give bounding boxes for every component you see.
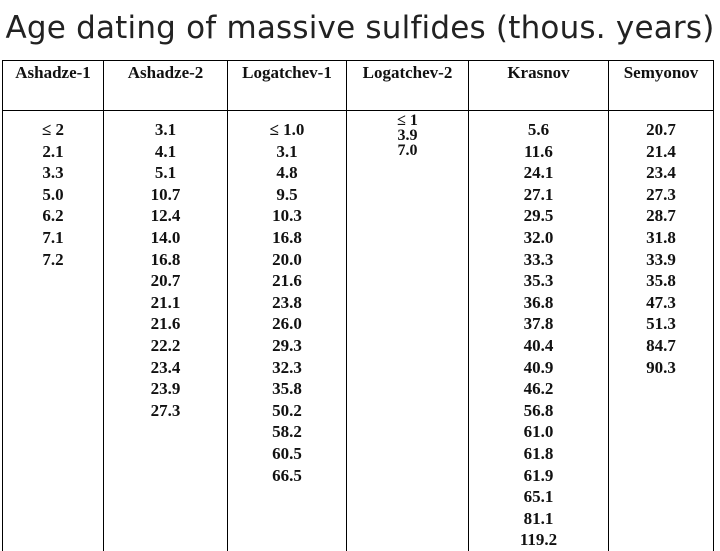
table-cell: 23.9 (150, 379, 181, 399)
table-cell: 7.2 (42, 249, 64, 269)
column-header: Logatchev-2 (346, 60, 469, 111)
column-values: 3.1 4.1 5.1 10.7 12.4 14.0 16.8 20.7 21.1 21.6 22.… (103, 110, 228, 551)
table-cell: 37.8 (523, 314, 554, 334)
table-cell: 61.8 (523, 443, 554, 463)
table-cell: 22.2 (150, 335, 181, 355)
column-values: ≤ 1 3.9 7.0 (346, 110, 469, 551)
table-cell: 21.1 (150, 292, 181, 312)
table-cell: 20.0 (272, 249, 302, 269)
table-cell: 66.5 (272, 465, 302, 485)
table-cell: 29.3 (272, 335, 302, 355)
table-cell: 21.6 (150, 314, 181, 334)
table-cell: 29.5 (523, 206, 554, 226)
column-header: Ashadze-1 (2, 60, 104, 111)
column-header: Logatchev-1 (227, 60, 347, 111)
table-cell: 40.9 (523, 357, 554, 377)
table-cell: 40.4 (523, 335, 554, 355)
table-cell: 5.1 (154, 163, 177, 183)
table-cell: 27.3 (646, 184, 676, 204)
table-cell: 35.8 (272, 379, 302, 399)
table-cell: 51.3 (646, 314, 676, 334)
slide-title: Age dating of massive sulfides (thous. y… (5, 10, 715, 46)
table-cell: 24.1 (523, 163, 554, 183)
table-cell: 84.7 (646, 335, 676, 355)
table-cell: 35.3 (523, 271, 554, 291)
table-cell: 61.0 (523, 422, 554, 442)
table-cell: 16.8 (150, 249, 181, 269)
table-cell: 11.6 (524, 141, 553, 161)
table-cell: 33.9 (646, 249, 676, 269)
age-table: Ashadze-1 Ashadze-2 Logatchev-1 Logatchev-2… (2, 60, 714, 551)
table-cell: 46.2 (523, 379, 554, 399)
table-cell: 14.0 (150, 227, 181, 247)
table-cell: 119.2 (519, 530, 558, 550)
table-cell: 36.8 (523, 292, 554, 312)
table-cell: 6.2 (42, 206, 64, 226)
table-cell: 10.7 (150, 184, 181, 204)
table-cell: 3.3 (42, 163, 64, 183)
table-cell: 7.0 (397, 142, 418, 159)
table-cell: ≤ 1.0 (269, 120, 305, 139)
table-cell: 2.1 (42, 141, 64, 161)
table-cell: 21.6 (272, 271, 302, 291)
column-values: 20.7 21.4 23.4 27.3 28.7 31.8 33.9 35.8 47.3 51.3… (608, 110, 714, 551)
table-cell: 32.3 (272, 357, 302, 377)
table-cell: 7.1 (42, 227, 64, 247)
column-values: 5.6 11.6 24.1 27.1 29.5 32.0 33.3 35.3 36.8 37.8 4… (468, 110, 609, 551)
table-cell: 4.1 (154, 141, 177, 161)
table-cell: 50.2 (272, 400, 302, 420)
table-cell: 16.8 (272, 227, 302, 247)
table-cell: 26.0 (272, 314, 302, 334)
table-cell: 23.4 (646, 163, 676, 183)
table-cell: 3.1 (276, 141, 298, 161)
column-header: Krasnov (468, 60, 609, 111)
table-cell: ≤ 2 (41, 120, 65, 139)
table-cell: 90.3 (646, 357, 676, 377)
table-cell: 65.1 (523, 487, 554, 507)
table-cell: 23.8 (272, 292, 302, 312)
table-cell: ≤ 1 (397, 112, 418, 129)
table-cell: 47.3 (646, 292, 676, 312)
table-cell: 33.3 (523, 249, 554, 269)
column-values: ≤ 1.0 3.1 4.8 9.5 10.3 16.8 20.0 21.6 23.8 26.0 29… (227, 110, 347, 551)
table-cell: 9.5 (276, 184, 298, 204)
table-cell: 31.8 (646, 227, 676, 247)
table-cell: 3.9 (397, 127, 418, 144)
table-cell: 27.3 (150, 400, 181, 420)
table-cell: 56.8 (523, 400, 554, 420)
table-cell: 5.6 (527, 120, 550, 139)
table-cell: 32.0 (523, 227, 554, 247)
table-cell: 35.8 (646, 271, 676, 291)
table-cell: 20.7 (646, 120, 676, 139)
table-cell: 28.7 (646, 206, 676, 226)
column-header: Ashadze-2 (103, 60, 228, 111)
table-cell: 20.7 (150, 271, 181, 291)
table-cell: 58.2 (272, 422, 302, 442)
table-cell: 5.0 (42, 184, 64, 204)
table-cell: 60.5 (272, 443, 302, 463)
column-header: Semyonov (608, 60, 714, 111)
table-cell: 12.4 (150, 206, 181, 226)
table-cell: 10.3 (272, 206, 302, 226)
table-cell: 4.8 (276, 163, 298, 183)
table-cell: 3.1 (154, 120, 177, 139)
table-cell: 61.9 (523, 465, 554, 485)
table-cell: 21.4 (646, 141, 676, 161)
table-cell: 23.4 (150, 357, 181, 377)
table-cell: 27.1 (523, 184, 554, 204)
table-cell: 81.1 (523, 508, 554, 528)
column-values: ≤ 2 2.1 3.3 5.0 6.2 7.1 7.2 (2, 110, 104, 551)
